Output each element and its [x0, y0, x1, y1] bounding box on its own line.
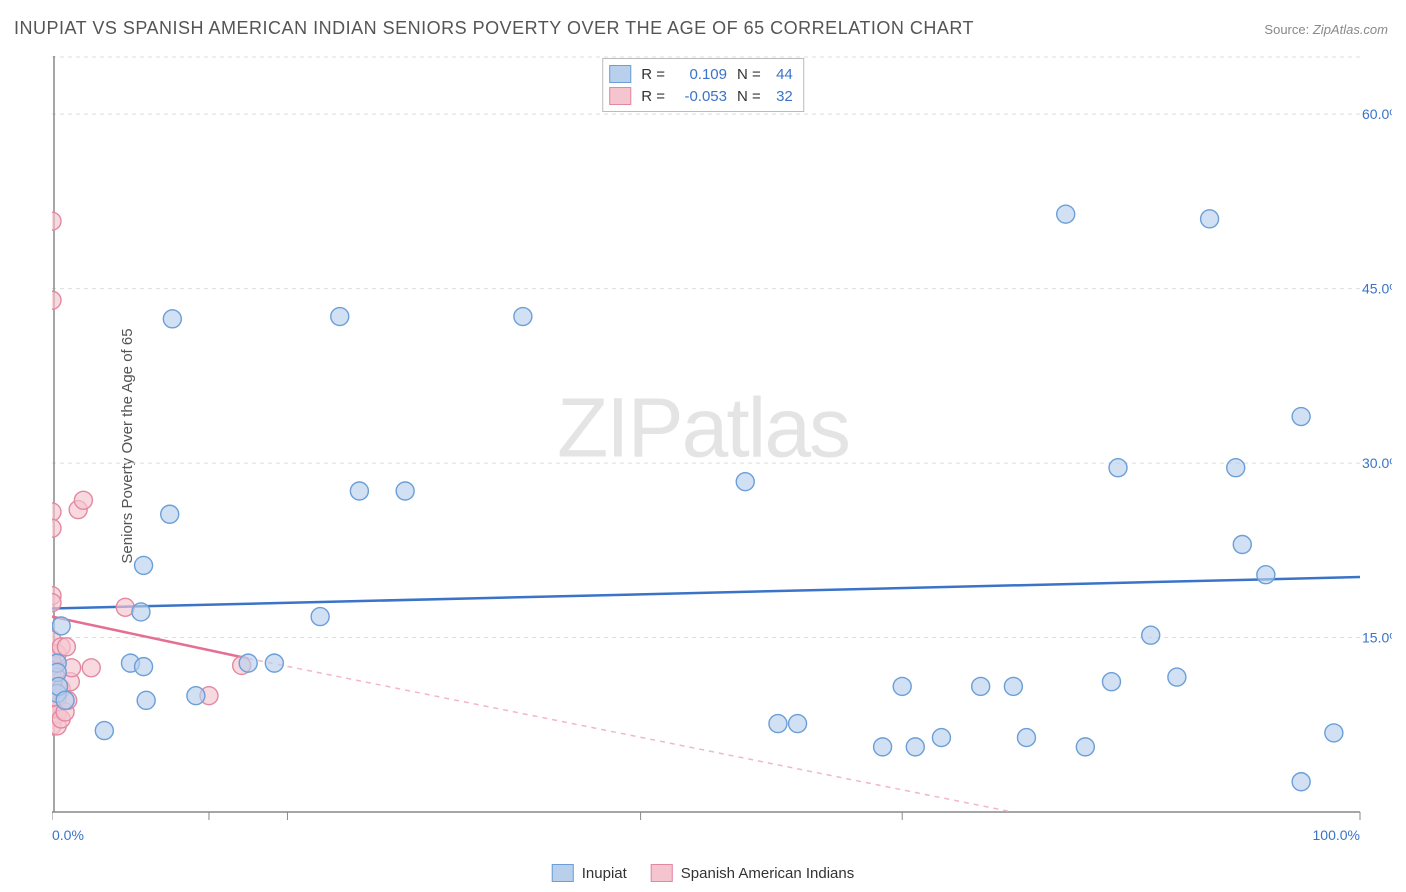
- series-legend: Inupiat Spanish American Indians: [552, 864, 854, 882]
- source-attribution: Source: ZipAtlas.com: [1264, 22, 1388, 37]
- svg-text:60.0%: 60.0%: [1362, 106, 1392, 122]
- legend-swatch-spanish: [651, 864, 673, 882]
- legend-item-inupiat: Inupiat: [552, 864, 627, 882]
- stats-row-inupiat: R = 0.109 N = 44: [609, 63, 793, 85]
- swatch-spanish: [609, 87, 631, 105]
- scatter-chart-svg: 15.0% 30.0% 45.0% 60.0% 0.0% 100.0%: [52, 56, 1392, 846]
- n-label-2: N =: [737, 88, 761, 105]
- svg-text:100.0%: 100.0%: [1313, 827, 1360, 843]
- stats-legend: R = 0.109 N = 44 R = -0.053 N = 32: [602, 58, 804, 112]
- svg-text:15.0%: 15.0%: [1362, 630, 1392, 646]
- stats-row-spanish: R = -0.053 N = 32: [609, 85, 793, 107]
- r-label: R =: [641, 66, 665, 83]
- n-value-inupiat: 44: [767, 66, 793, 83]
- source-label: Source:: [1264, 22, 1309, 37]
- r-value-spanish: -0.053: [671, 88, 727, 105]
- r-value-inupiat: 0.109: [671, 66, 727, 83]
- source-name: ZipAtlas.com: [1313, 22, 1388, 37]
- swatch-inupiat: [609, 65, 631, 83]
- legend-label-spanish: Spanish American Indians: [681, 865, 854, 882]
- legend-item-spanish: Spanish American Indians: [651, 864, 854, 882]
- svg-text:45.0%: 45.0%: [1362, 281, 1392, 297]
- legend-swatch-inupiat: [552, 864, 574, 882]
- legend-label-inupiat: Inupiat: [582, 865, 627, 882]
- svg-text:30.0%: 30.0%: [1362, 455, 1392, 471]
- n-label: N =: [737, 66, 761, 83]
- n-value-spanish: 32: [767, 88, 793, 105]
- svg-text:0.0%: 0.0%: [52, 827, 84, 843]
- chart-container: INUPIAT VS SPANISH AMERICAN INDIAN SENIO…: [0, 0, 1406, 892]
- chart-title: INUPIAT VS SPANISH AMERICAN INDIAN SENIO…: [14, 18, 974, 39]
- plot-area: 15.0% 30.0% 45.0% 60.0% 0.0% 100.0%: [52, 56, 1392, 846]
- r-label-2: R =: [641, 88, 665, 105]
